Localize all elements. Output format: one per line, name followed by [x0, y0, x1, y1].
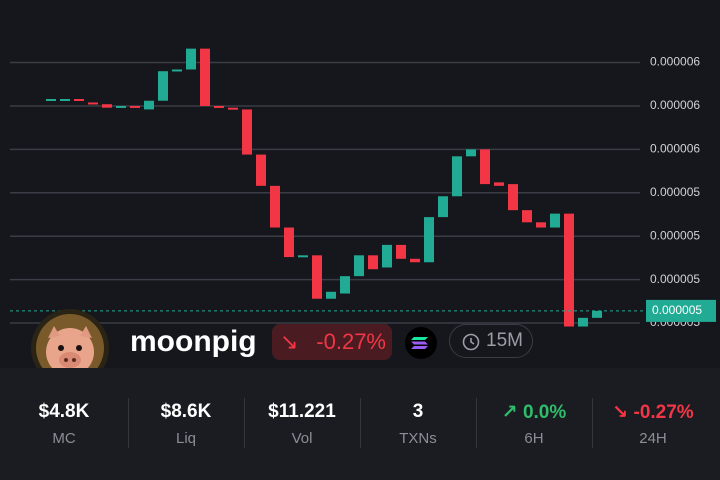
candle-body [214, 105, 224, 108]
candle-body [60, 99, 70, 101]
token-name: moonpig [130, 325, 257, 358]
candle-body [326, 291, 336, 299]
price-change-value: -0.27% [316, 329, 386, 354]
candle-body [102, 104, 112, 108]
candle-body [186, 48, 196, 70]
candle-body [46, 99, 56, 101]
candle-body [242, 109, 252, 155]
last-price-label: 0.000005 [652, 303, 702, 317]
candle-body [270, 185, 280, 228]
candle-body [522, 210, 532, 223]
stat-label: 24H [639, 430, 667, 447]
candle-body [340, 276, 350, 294]
candle-body [88, 102, 98, 105]
y-tick-label: 0.000006 [650, 55, 700, 69]
stat-value: $11.221 [268, 401, 336, 422]
candle-body [536, 222, 546, 228]
candle-body [158, 71, 168, 101]
timeframe-button[interactable]: 15M [449, 324, 533, 358]
clock-icon [462, 333, 480, 351]
candle-body [382, 244, 392, 268]
divider [128, 398, 129, 448]
price-change: ↘ -0.27% [272, 324, 392, 360]
down-arrow: ↘ [612, 402, 629, 423]
stat-label: Liq [175, 430, 197, 447]
stat: 3 TXNs [360, 368, 476, 480]
avatar[interactable] [30, 308, 110, 388]
down-arrow: ↘ [280, 329, 299, 354]
divider [476, 398, 477, 448]
candle-body [256, 154, 266, 186]
stat-label: MC [52, 430, 76, 447]
last-price-tag [646, 299, 716, 322]
stat-label: TXNs [399, 430, 437, 447]
candle-body [410, 258, 420, 263]
y-tick-label: 0.000005 [650, 185, 700, 199]
stats-panel: $4.8K MC $8.6K Liq $11.221 Vol 3 TXNs ↗ 0.0%… [0, 368, 720, 480]
divider [592, 398, 593, 448]
candle-body [298, 255, 308, 258]
divider [360, 398, 361, 448]
candle-body [550, 213, 560, 228]
candle-body [452, 156, 462, 197]
stat-number: 0.0% [522, 402, 567, 423]
candle-body [116, 105, 126, 108]
candle-body [424, 217, 434, 263]
candle-body [200, 48, 210, 106]
token-header: moonpig ↘ -0.27% 15M [0, 300, 720, 390]
candle-body [438, 196, 448, 218]
candle-body [578, 317, 588, 327]
candle-body [74, 99, 84, 101]
candle-body [564, 213, 574, 327]
candle-body [228, 107, 238, 110]
candle-body [144, 100, 154, 110]
stat: ↗ 0.0% 6H [476, 368, 592, 480]
stat-label: Vol [291, 430, 313, 447]
stat: ↘ -0.27% 24H [592, 368, 714, 480]
stat-label: 6H [524, 430, 544, 447]
candle-body [172, 69, 182, 72]
stat: $8.6K Liq [128, 368, 244, 480]
candle-body [354, 255, 364, 277]
stat-number: -0.27% [633, 402, 694, 423]
stat-value: 3 [412, 401, 424, 422]
candle-body [494, 182, 504, 186]
y-tick-label: 0.000006 [650, 98, 700, 112]
candle-body [466, 149, 476, 157]
stat: $11.221 Vol [244, 368, 360, 480]
y-tick-label: 0.000005 [650, 272, 700, 286]
y-tick-label: 0.000006 [650, 142, 700, 156]
candle-body [508, 184, 518, 211]
y-tick-label: 0.000005 [650, 228, 700, 242]
stat: $4.8K MC [6, 368, 122, 480]
candle-body [130, 105, 140, 108]
stat-value: ↘ -0.27% [592, 401, 714, 424]
stat-value: $8.6K [160, 401, 212, 422]
timeframe: 15M [486, 330, 523, 351]
up-arrow: ↗ [501, 402, 518, 423]
candle-body [592, 310, 602, 318]
solana-icon [405, 327, 437, 359]
candle-body [368, 255, 378, 270]
candle-body [284, 227, 294, 258]
divider [244, 398, 245, 448]
candle-body [480, 149, 490, 185]
stat-value: ↗ 0.0% [476, 401, 592, 424]
stat-value: $4.8K [38, 401, 90, 422]
candle-body [396, 244, 406, 259]
candle-body [312, 255, 322, 299]
chart: 0.000006 0.000006 0.000006 0.000005 0.000005… [10, 48, 716, 329]
